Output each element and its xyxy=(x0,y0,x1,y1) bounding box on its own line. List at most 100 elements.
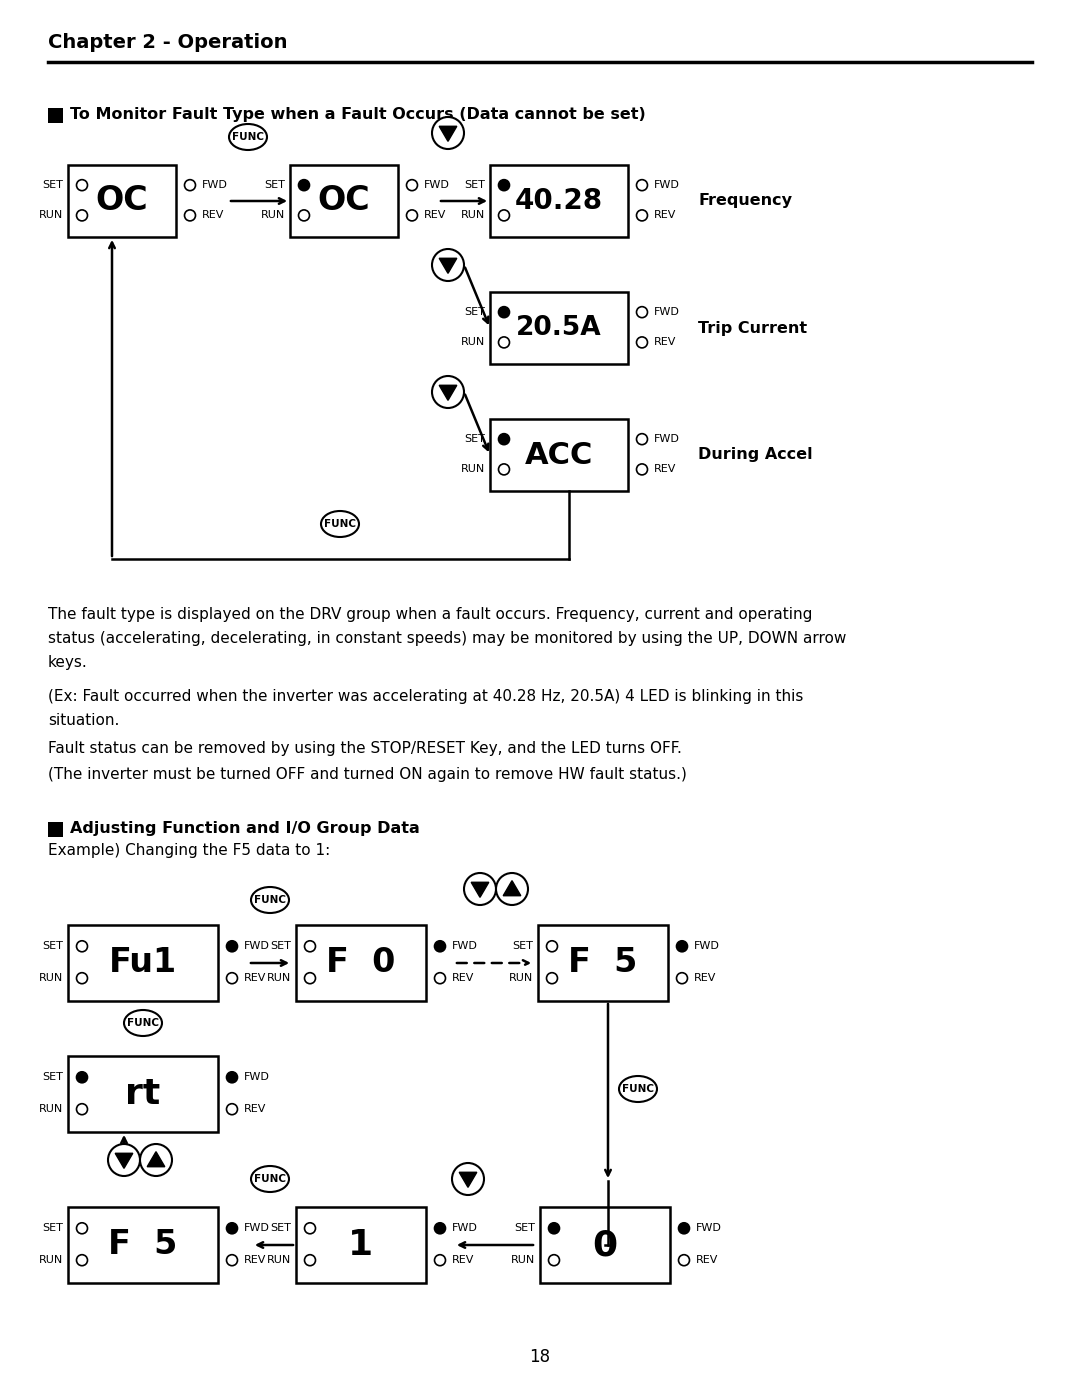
Text: Fault status can be removed by using the STOP/RESET Key, and the LED turns OFF.: Fault status can be removed by using the… xyxy=(48,740,681,756)
Circle shape xyxy=(499,433,510,444)
Circle shape xyxy=(406,180,418,190)
Text: FWD: FWD xyxy=(424,180,450,190)
Text: Example) Changing the F5 data to 1:: Example) Changing the F5 data to 1: xyxy=(48,842,330,858)
Circle shape xyxy=(185,180,195,190)
Circle shape xyxy=(432,249,464,281)
Text: 18: 18 xyxy=(529,1348,551,1366)
Bar xyxy=(296,925,426,1002)
Text: RUN: RUN xyxy=(461,338,485,348)
Text: 40.28: 40.28 xyxy=(515,187,603,215)
Circle shape xyxy=(77,1222,87,1234)
Text: OC: OC xyxy=(318,184,370,218)
Circle shape xyxy=(636,180,648,190)
Text: SET: SET xyxy=(42,1073,63,1083)
Text: FWD: FWD xyxy=(453,942,477,951)
Text: Trip Current: Trip Current xyxy=(698,320,807,335)
Circle shape xyxy=(499,307,510,317)
Bar xyxy=(68,165,176,237)
Bar xyxy=(538,925,669,1002)
Text: SET: SET xyxy=(42,180,63,190)
Text: FWD: FWD xyxy=(202,180,228,190)
Text: REV: REV xyxy=(244,1104,267,1115)
Bar xyxy=(48,108,63,123)
Text: FUNC: FUNC xyxy=(324,520,356,529)
Text: (Ex: Fault occurred when the inverter was accelerating at 40.28 Hz, 20.5A) 4 LED: (Ex: Fault occurred when the inverter wa… xyxy=(48,689,804,728)
Text: FWD: FWD xyxy=(453,1224,477,1234)
Text: SET: SET xyxy=(464,180,485,190)
Bar xyxy=(48,821,63,837)
Text: RUN: RUN xyxy=(267,1255,291,1266)
Circle shape xyxy=(453,1162,484,1194)
Text: Frequency: Frequency xyxy=(698,194,792,208)
Circle shape xyxy=(676,972,688,983)
Circle shape xyxy=(636,433,648,444)
Bar xyxy=(490,165,627,237)
Text: FWD: FWD xyxy=(244,1224,270,1234)
Text: RUN: RUN xyxy=(260,211,285,221)
Text: REV: REV xyxy=(424,211,446,221)
Text: rt: rt xyxy=(125,1077,161,1111)
Circle shape xyxy=(499,337,510,348)
Text: Chapter 2 - Operation: Chapter 2 - Operation xyxy=(48,32,287,52)
Circle shape xyxy=(77,940,87,951)
Text: FWD: FWD xyxy=(694,942,720,951)
Circle shape xyxy=(227,1071,238,1083)
Circle shape xyxy=(227,1222,238,1234)
Text: SET: SET xyxy=(42,942,63,951)
Circle shape xyxy=(406,210,418,221)
Text: 0: 0 xyxy=(593,1228,618,1261)
Text: REV: REV xyxy=(654,211,676,221)
Circle shape xyxy=(678,1222,689,1234)
Circle shape xyxy=(546,940,557,951)
Circle shape xyxy=(77,1071,87,1083)
Bar xyxy=(490,419,627,490)
Circle shape xyxy=(549,1255,559,1266)
Circle shape xyxy=(108,1144,140,1176)
Text: REV: REV xyxy=(244,974,267,983)
Text: SET: SET xyxy=(265,180,285,190)
Text: F  5: F 5 xyxy=(568,947,637,979)
Bar xyxy=(296,1207,426,1282)
Text: REV: REV xyxy=(654,464,676,475)
Circle shape xyxy=(434,1255,446,1266)
Circle shape xyxy=(432,376,464,408)
Text: SET: SET xyxy=(464,434,485,444)
Text: RUN: RUN xyxy=(39,974,63,983)
Text: RUN: RUN xyxy=(267,974,291,983)
Circle shape xyxy=(434,972,446,983)
Circle shape xyxy=(546,972,557,983)
Circle shape xyxy=(676,940,688,951)
Text: FWD: FWD xyxy=(654,307,680,317)
Ellipse shape xyxy=(251,1166,289,1192)
Text: FUNC: FUNC xyxy=(622,1084,654,1094)
Text: REV: REV xyxy=(654,338,676,348)
Circle shape xyxy=(305,940,315,951)
Ellipse shape xyxy=(321,511,359,536)
Circle shape xyxy=(305,972,315,983)
Text: REV: REV xyxy=(453,974,474,983)
Circle shape xyxy=(432,117,464,149)
Text: OC: OC xyxy=(96,184,148,218)
Circle shape xyxy=(77,1255,87,1266)
Circle shape xyxy=(678,1255,689,1266)
Text: SET: SET xyxy=(270,942,291,951)
Circle shape xyxy=(227,1255,238,1266)
Bar xyxy=(540,1207,670,1282)
Text: 20.5A: 20.5A xyxy=(516,314,602,341)
Circle shape xyxy=(140,1144,172,1176)
Text: FWD: FWD xyxy=(696,1224,721,1234)
Circle shape xyxy=(77,972,87,983)
Ellipse shape xyxy=(124,1010,162,1037)
Circle shape xyxy=(549,1222,559,1234)
Circle shape xyxy=(298,210,310,221)
Text: REV: REV xyxy=(696,1255,718,1266)
Text: 1: 1 xyxy=(349,1228,374,1261)
Circle shape xyxy=(305,1255,315,1266)
Text: RUN: RUN xyxy=(39,211,63,221)
Polygon shape xyxy=(471,883,489,897)
Circle shape xyxy=(499,464,510,475)
Circle shape xyxy=(227,940,238,951)
Circle shape xyxy=(464,873,496,905)
Ellipse shape xyxy=(619,1076,657,1102)
Circle shape xyxy=(227,972,238,983)
